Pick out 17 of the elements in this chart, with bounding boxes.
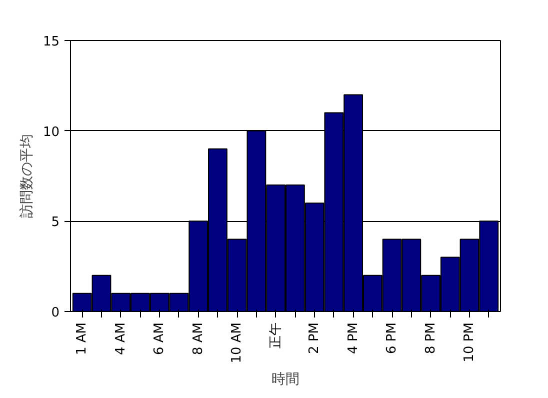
x-tick-label: 8 AM (190, 322, 206, 356)
x-tick-label: 6 PM (384, 322, 400, 354)
x-tick-label: 8 PM (423, 322, 438, 354)
y-tick-label: 10 (42, 124, 60, 140)
x-tick-label: 1 AM (74, 322, 90, 356)
y-tick-label: 0 (51, 306, 60, 320)
x-axis-title: 時間 (272, 371, 300, 388)
x-tick-label: 6 AM (152, 322, 168, 356)
y-tick-label: 5 (51, 215, 60, 230)
x-tick-label: 10 PM (462, 322, 478, 362)
x-tick-label: 10 AM (230, 322, 245, 364)
x-tick-label: 正午 (268, 322, 284, 348)
x-tick-label: 4 PM (346, 322, 361, 354)
x-tick-label: 4 AM (113, 322, 128, 356)
y-axis-title: 訪問数の平均 (18, 134, 35, 218)
x-tick-label: 2 PM (307, 322, 322, 354)
y-tick-label: 15 (42, 34, 60, 50)
